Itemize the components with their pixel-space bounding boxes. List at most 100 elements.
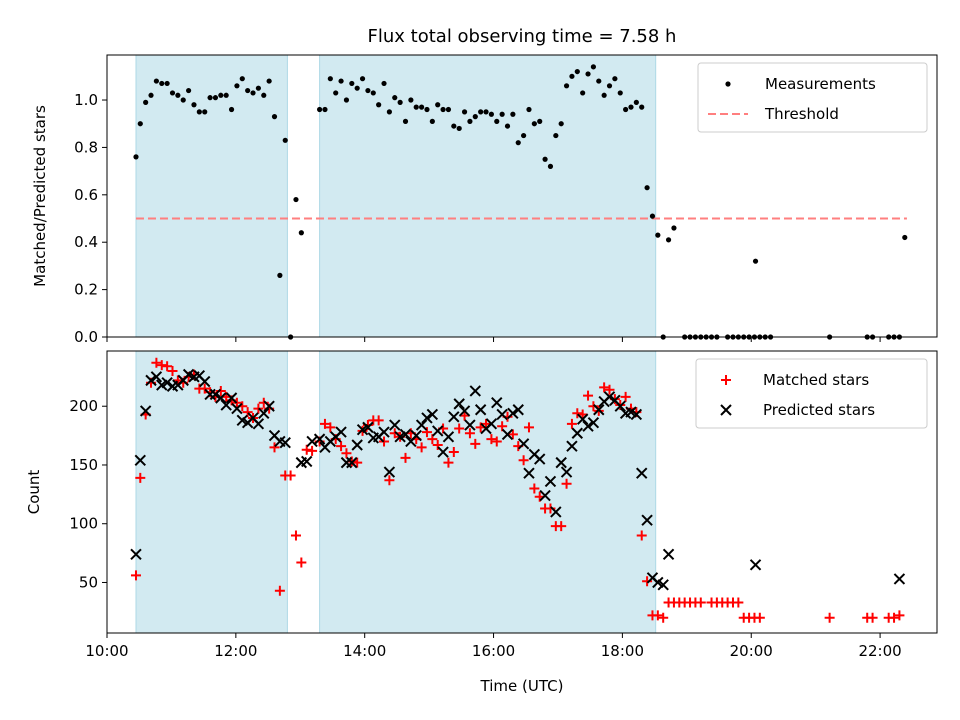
measurement-point [207, 95, 213, 101]
matched-stars-point [695, 597, 706, 608]
predicted-stars-point [220, 399, 232, 411]
matched-stars-point [130, 570, 141, 581]
predicted-stars-point [517, 438, 530, 450]
matched-stars-point [215, 385, 226, 396]
legend-box [697, 62, 928, 133]
predicted-stars-point [150, 371, 163, 383]
measurement-point [282, 137, 288, 143]
measurement-point [601, 92, 607, 98]
matched-stars-point [529, 483, 540, 494]
predicted-stars-point [231, 402, 243, 415]
matched-stars-point [556, 521, 567, 532]
measurement-point [349, 80, 355, 87]
y-axis-label: Count [25, 470, 43, 515]
measurement-point [569, 73, 575, 79]
predicted-stars-point [139, 405, 152, 417]
y-axis-label: Matched/Predicted stars [31, 105, 49, 287]
measurement-point [461, 109, 468, 115]
legend-label: Measurements [765, 75, 876, 93]
matched-stars-point [301, 444, 312, 455]
matched-stars-point [464, 428, 475, 439]
predicted-stars-point [593, 404, 605, 416]
y-tick-label: 200 [69, 397, 98, 415]
measurement-point [606, 83, 613, 89]
measurement-point [153, 78, 159, 84]
measurement-point [402, 118, 409, 124]
measurement-point [574, 68, 580, 75]
predicted-stars-point [313, 433, 326, 445]
predicted-stars-point [383, 466, 396, 478]
measurement-point [164, 80, 170, 87]
matched-stars-point [373, 415, 384, 426]
predicted-stars-point [209, 388, 222, 401]
measurement-point [359, 76, 366, 82]
matched-stars-point [352, 457, 363, 468]
matched-stars-point [258, 397, 269, 408]
matched-stars-point [296, 557, 307, 568]
measurement-point [752, 258, 759, 264]
predicted-stars-point [399, 428, 412, 441]
x-tick-label: 16:00 [472, 642, 515, 660]
measurement-point [542, 156, 548, 162]
measurement-point [212, 95, 219, 101]
predicted-stars-point [474, 404, 487, 416]
measurement-point [271, 114, 278, 120]
measurement-point [580, 90, 586, 96]
predicted-stars-point [571, 427, 584, 439]
measurement-point [612, 76, 618, 82]
measurement-point [488, 111, 494, 117]
measurement-point [327, 76, 333, 82]
predicted-stars-point [410, 429, 422, 442]
predicted-stars-point [161, 377, 173, 389]
measurement-point [245, 87, 251, 94]
measurement-point [563, 83, 570, 89]
axes-frame [106, 54, 938, 338]
predicted-stars-point [534, 453, 546, 465]
y-tick-label: 0.6 [74, 186, 98, 204]
top-panel: 0.0 0.2 0.4 0.6 0.8 1.0 Matched/Predicted star… [31, 54, 938, 346]
matched-stars-point [319, 418, 330, 429]
measurement-point [558, 121, 564, 127]
measurement-point [298, 230, 304, 236]
y-tick-label: 0.4 [74, 233, 98, 251]
matched-stars-point [486, 434, 497, 445]
predicted-stars-point [351, 439, 363, 451]
legend-box [695, 358, 928, 429]
legend: Measurements Threshold [697, 62, 928, 133]
predicted-stars-point [485, 418, 498, 430]
matched-stars-point [285, 470, 296, 481]
predicted-stars-point [252, 418, 265, 430]
matched-stars-point [151, 357, 162, 368]
measurement-point [644, 185, 650, 191]
x-axis-label: Time (UTC) [480, 677, 564, 695]
predicted-stars-point [523, 467, 535, 479]
x-tick-label: 20:00 [730, 642, 773, 660]
predicted-stars-point [432, 425, 444, 437]
measurement-point [159, 80, 165, 87]
matched-stars-point [231, 397, 242, 408]
predicted-stars-point [389, 419, 401, 431]
measurement-point [639, 104, 645, 110]
measurement-point [510, 111, 516, 117]
measurement-point [419, 104, 425, 110]
y-tick-label: 150 [69, 456, 98, 474]
matched-stars-point [470, 438, 481, 449]
legend-marker-matched [721, 375, 731, 385]
measurement-point [137, 121, 143, 127]
predicted-stars-point [491, 396, 503, 409]
measurement-point [148, 92, 154, 98]
predicted-stars-point [362, 421, 374, 434]
measurement-point [515, 140, 521, 146]
predicted-stars-point [378, 426, 390, 438]
legend-label: Predicted stars [763, 401, 875, 419]
matched-stars-point [253, 403, 264, 414]
matched-stars-point [416, 442, 427, 453]
predicted-stars-point [421, 412, 433, 424]
matched-stars-point [636, 530, 647, 541]
matched-stars-point [384, 475, 395, 486]
matched-stars-point [400, 452, 411, 463]
bottom-panel: 50 100 150 200 10:00 12:00 14:00 16:00 18:00 20:0… [25, 350, 938, 660]
matched-stars-point [518, 455, 529, 466]
measurement-point [617, 90, 623, 96]
